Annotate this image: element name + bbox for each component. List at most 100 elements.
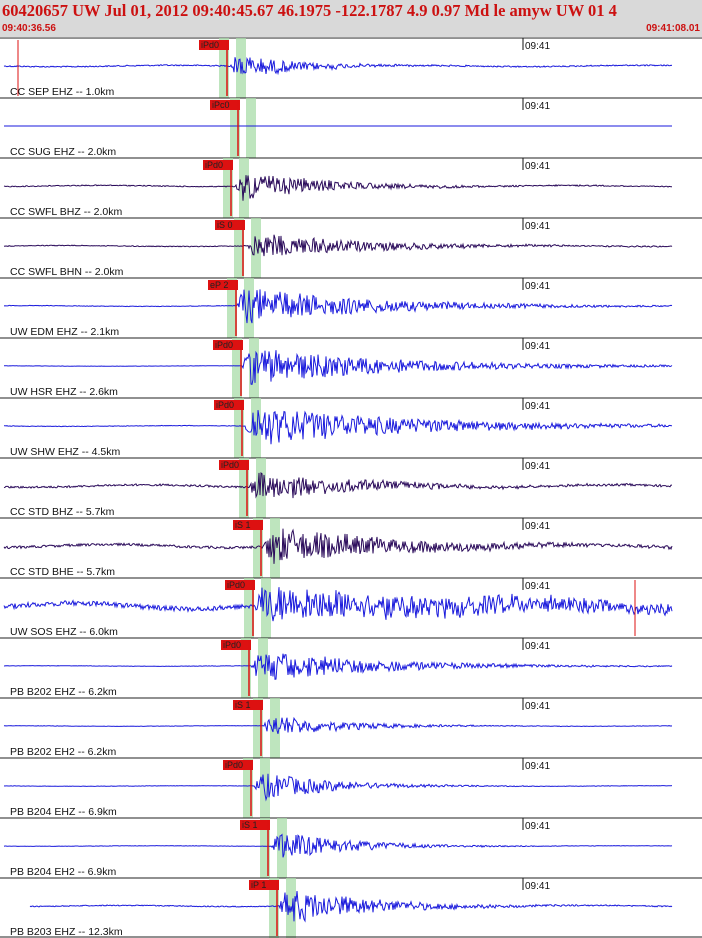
p-window: [232, 338, 242, 398]
waveform-trace: [3, 234, 673, 257]
waveform-trace: [4, 350, 673, 386]
pick-label: iS 1: [235, 520, 251, 530]
trace-panel[interactable]: 09:41 iPd0 CC SEP EHZ -- 1.0km: [0, 38, 702, 98]
p-window: [256, 458, 266, 518]
waveform-trace: [29, 890, 673, 923]
trace-panel[interactable]: 09:41 iPd0 UW SHW EHZ -- 4.5km: [0, 397, 702, 458]
pick-label: eP 2: [210, 280, 228, 290]
trace-panel[interactable]: 09:41 iPd0 CC STD BHZ -- 5.7km: [0, 457, 702, 518]
pick-flag: [233, 520, 263, 530]
pick-label: iPd0: [227, 580, 245, 590]
minute-label: 09:41: [525, 341, 550, 352]
pick-label: iPd0: [215, 340, 233, 350]
pick-label: iS 0: [217, 220, 233, 230]
trace-panel[interactable]: 09:41 iPc0 CC SUG EHZ -- 2.0km: [0, 97, 702, 158]
pick-label: iS 1: [242, 820, 258, 830]
p-window: [261, 578, 271, 638]
p-window: [251, 218, 261, 278]
station-label: CC SWFL BHN -- 2.0km: [10, 266, 124, 278]
trace-panel[interactable]: 09:41 iS 0 CC SWFL BHN -- 2.0km: [0, 217, 702, 278]
station-label: UW SOS EHZ -- 6.0km: [10, 626, 118, 638]
waveform-trace: [3, 653, 673, 680]
pick-flag: [249, 880, 279, 890]
pick-flag: [221, 640, 251, 650]
minute-label: 09:41: [525, 521, 550, 532]
pick-flag: [215, 220, 245, 230]
p-window: [253, 698, 263, 758]
trace-panel[interactable]: 09:41 eP 2 UW EDM EHZ -- 2.1km: [0, 277, 702, 338]
waveform-trace: [3, 175, 673, 201]
station-label: PB B204 EH2 -- 6.9km: [10, 866, 116, 878]
station-label: CC SWFL BHZ -- 2.0km: [10, 206, 122, 218]
waveform-trace: [3, 472, 672, 499]
seismogram-panel[interactable]: 09:41 iPd0 CC SEP EHZ -- 1.0km 09:41 iPc0 CC …: [0, 38, 702, 938]
station-label: PB B204 EHZ -- 6.9km: [10, 806, 117, 818]
waveform-trace: [3, 773, 673, 802]
pick-flag: [225, 580, 255, 590]
station-label: UW EDM EHZ -- 2.1km: [10, 326, 119, 338]
p-window: [223, 158, 233, 218]
station-label: PB B202 EH2 -- 6.2km: [10, 746, 116, 758]
trace-panel[interactable]: 09:41 iPd0 PB B204 EHZ -- 6.9km: [0, 757, 702, 818]
trace-panel[interactable]: 09:41 iP 1 PB B203 EHZ -- 12.3km: [0, 877, 702, 938]
window-end-time: 09:41:08.01: [646, 23, 700, 34]
station-label: PB B202 EHZ -- 6.2km: [10, 686, 117, 698]
station-label: UW HSR EHZ -- 2.6km: [10, 386, 118, 398]
minute-label: 09:41: [525, 161, 550, 172]
minute-label: 09:41: [525, 641, 550, 652]
trace-panel[interactable]: 09:41 iPd0 UW HSR EHZ -- 2.6km: [0, 337, 702, 398]
p-window: [269, 878, 279, 938]
trace-panel[interactable]: 09:41 iS 1 PB B204 EH2 -- 6.9km: [0, 817, 702, 878]
waveform-trace: [3, 56, 673, 76]
trace-panel[interactable]: 09:41 iPd0 PB B202 EHZ -- 6.2km: [0, 637, 702, 698]
minute-label: 09:41: [525, 221, 550, 232]
minute-label: 09:41: [525, 701, 550, 712]
waveform-trace: [3, 289, 673, 324]
pick-flag: [219, 460, 249, 470]
pick-flag: [213, 340, 243, 350]
minute-label: 09:41: [525, 281, 550, 292]
minute-label: 09:41: [525, 821, 550, 832]
minute-label: 09:41: [525, 761, 550, 772]
p-window: [246, 98, 256, 158]
station-label: CC SEP EHZ -- 1.0km: [10, 86, 114, 98]
pick-label: iP 1: [251, 880, 266, 890]
minute-label: 09:41: [525, 461, 550, 472]
waveform-trace: [3, 528, 673, 564]
p-window: [230, 98, 240, 158]
trace-panel[interactable]: 09:41 iS 1 CC STD BHE -- 5.7km: [0, 517, 702, 578]
p-window: [260, 758, 270, 818]
pick-flag: [233, 700, 263, 710]
minute-label: 09:41: [525, 881, 550, 892]
station-label: CC SUG EHZ -- 2.0km: [10, 146, 116, 158]
p-window: [241, 638, 251, 698]
pick-flag: [210, 100, 240, 110]
station-label: CC STD BHE -- 5.7km: [10, 566, 115, 578]
waveform-trace: [3, 716, 673, 734]
pick-flag: [208, 280, 238, 290]
window-start-time: 09:40:36.56: [2, 23, 56, 34]
pick-label: iPd0: [223, 640, 241, 650]
p-window: [219, 38, 229, 98]
waveform-trace: [3, 587, 673, 622]
pick-flag: [214, 400, 244, 410]
p-window: [253, 518, 263, 578]
pick-label: iPd0: [216, 400, 234, 410]
pick-flag: [203, 160, 233, 170]
pick-flag: [199, 40, 229, 50]
p-window: [277, 818, 287, 878]
station-label: UW SHW EHZ -- 4.5km: [10, 446, 120, 458]
trace-panel[interactable]: 09:41 iPd0 CC SWFL BHZ -- 2.0km: [0, 157, 702, 218]
p-window: [260, 818, 270, 878]
pick-label: iPd0: [201, 40, 219, 50]
trace-panel[interactable]: 09:41 iS 1 PB B202 EH2 -- 6.2km: [0, 697, 702, 758]
pick-label: iPd0: [225, 760, 243, 770]
event-title: 60420657 UW Jul 01, 2012 09:40:45.67 46.…: [2, 1, 617, 20]
pick-flag: [223, 760, 253, 770]
p-window: [227, 278, 237, 338]
p-window: [243, 758, 253, 818]
p-window: [234, 218, 244, 278]
trace-panel[interactable]: 09:41 iPd0 UW SOS EHZ -- 6.0km: [0, 577, 702, 638]
minute-label: 09:41: [525, 41, 550, 52]
waveform-trace: [3, 410, 673, 445]
